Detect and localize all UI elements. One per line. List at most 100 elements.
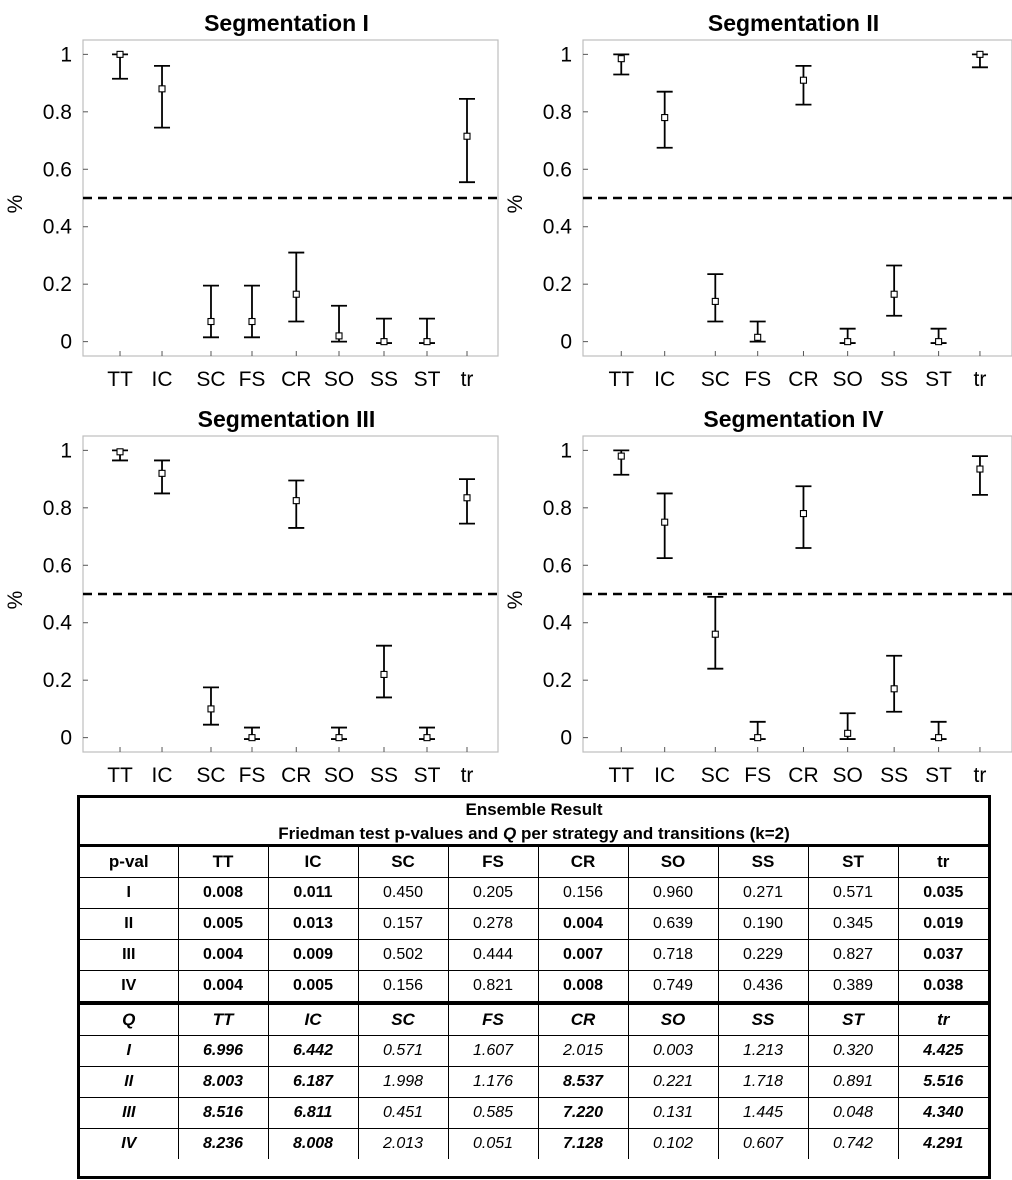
x-tick-label: CR — [281, 764, 311, 787]
mean-marker — [116, 50, 124, 58]
x-tick-label: IC — [152, 764, 173, 787]
table-cell: 0.827 — [807, 939, 899, 971]
y-tick-label: 0.6 — [543, 554, 572, 577]
x-tick-label: tr — [974, 368, 987, 391]
y-tick-label: 1 — [60, 439, 72, 462]
mean-marker — [754, 333, 762, 341]
table-row: II 0.005 0.013 0.157 0.278 0.004 0.639 0.190 0.3… — [80, 908, 988, 940]
mean-marker — [976, 50, 984, 58]
x-tick-label: IC — [654, 764, 675, 787]
mean-marker — [292, 290, 300, 298]
table-cell: 1.607 — [447, 1035, 539, 1067]
x-tick-label: SS — [370, 368, 398, 391]
x-tick-label: CR — [281, 368, 311, 391]
mean-marker — [335, 734, 343, 742]
mean-marker — [754, 734, 762, 742]
y-tick-label: 1 — [560, 43, 572, 66]
table-cell: 0.003 — [627, 1035, 719, 1067]
table-cell: 1.998 — [357, 1066, 449, 1098]
table-row: IV 8.236 8.008 2.013 0.051 7.128 0.102 0.607 0.7… — [80, 1128, 988, 1159]
mean-marker — [248, 734, 256, 742]
x-tick-label: IC — [152, 368, 173, 391]
y-tick-label: 0.8 — [43, 497, 72, 520]
table-cell: 0.004 — [537, 908, 629, 940]
table-cell: 0.156 — [357, 970, 449, 1004]
table-header-row: p-val TT IC SC FS CR SO SS ST tr — [80, 846, 988, 878]
table-cell: 2.015 — [537, 1035, 629, 1067]
table-row: I 6.996 6.442 0.571 1.607 2.015 0.003 1.213 0.32… — [80, 1035, 988, 1067]
y-tick-label: 0.6 — [43, 158, 72, 181]
mean-marker — [844, 729, 852, 737]
y-tick-label: 1 — [60, 43, 72, 66]
table-cell: 0.345 — [807, 908, 899, 940]
mean-marker — [711, 297, 719, 305]
table-cell: 0.013 — [267, 908, 359, 940]
table-cell: 0.502 — [357, 939, 449, 971]
y-tick-label: 0.2 — [543, 273, 572, 296]
x-tick-label: ST — [925, 764, 952, 787]
x-tick-label: SS — [880, 764, 908, 787]
header-cell: SS — [717, 1001, 809, 1036]
table-cell: 0.005 — [267, 970, 359, 1004]
table-cell: 4.340 — [897, 1097, 988, 1129]
table-cell: 0.005 — [177, 908, 269, 940]
y-axis-label: % — [504, 591, 527, 610]
mean-marker — [890, 290, 898, 298]
y-tick-label: 1 — [560, 439, 572, 462]
table-cell: 5.516 — [897, 1066, 988, 1098]
header-cell: CR — [537, 1001, 629, 1036]
y-tick-label: 0.6 — [43, 554, 72, 577]
table-cell: 0.008 — [177, 877, 269, 909]
x-tick-label: tr — [461, 764, 474, 787]
mean-marker — [617, 452, 625, 460]
table-cell: 0.451 — [357, 1097, 449, 1129]
mean-marker — [463, 132, 471, 140]
row-label: I — [80, 877, 179, 909]
header-cell: CR — [537, 846, 629, 878]
table-cell: 0.102 — [627, 1128, 719, 1159]
x-tick-label: TT — [608, 368, 634, 391]
y-tick-label: 0.8 — [43, 101, 72, 124]
x-tick-label: tr — [461, 368, 474, 391]
table-cell: 0.008 — [537, 970, 629, 1004]
x-tick-label: SC — [701, 764, 730, 787]
mean-marker — [890, 685, 898, 693]
row-label: IV — [80, 970, 179, 1004]
y-tick-label: 0.2 — [43, 273, 72, 296]
table-cell: 0.639 — [627, 908, 719, 940]
y-axis-label: % — [4, 591, 27, 610]
x-tick-label: ST — [925, 368, 952, 391]
x-tick-label: IC — [654, 368, 675, 391]
x-tick-label: CR — [788, 368, 818, 391]
table-cell: 6.996 — [177, 1035, 269, 1067]
table-cell: 8.236 — [177, 1128, 269, 1159]
table-title: Ensemble Result — [465, 800, 603, 819]
mean-marker — [935, 734, 943, 742]
table-cell: 0.004 — [177, 970, 269, 1004]
table-cell: 0.007 — [537, 939, 629, 971]
table-cell: 0.585 — [447, 1097, 539, 1129]
mean-marker — [463, 494, 471, 502]
header-cell: Q — [80, 1001, 179, 1036]
table-cell: 6.811 — [267, 1097, 359, 1129]
x-tick-label: SS — [880, 368, 908, 391]
header-cell: IC — [267, 846, 359, 878]
mean-marker — [661, 114, 669, 122]
table-cell: 0.157 — [357, 908, 449, 940]
header-cell: SC — [357, 846, 449, 878]
table-cell: 8.003 — [177, 1066, 269, 1098]
y-tick-label: 0.2 — [543, 669, 572, 692]
x-tick-label: FS — [239, 368, 266, 391]
table-row: III 0.004 0.009 0.502 0.444 0.007 0.718 0.229 0.… — [80, 939, 988, 971]
mean-marker — [799, 76, 808, 84]
mean-marker — [423, 734, 431, 742]
table-cell: 4.291 — [897, 1128, 988, 1159]
x-tick-label: TT — [107, 368, 133, 391]
table-cell: 0.221 — [627, 1066, 719, 1098]
table-cell: 0.891 — [807, 1066, 899, 1098]
y-tick-label: 0.4 — [543, 216, 573, 239]
mean-marker — [292, 497, 300, 505]
header-cell: SS — [717, 846, 809, 878]
y-tick-label: 0.4 — [43, 612, 73, 635]
chart-title: Segmentation I — [204, 10, 369, 36]
